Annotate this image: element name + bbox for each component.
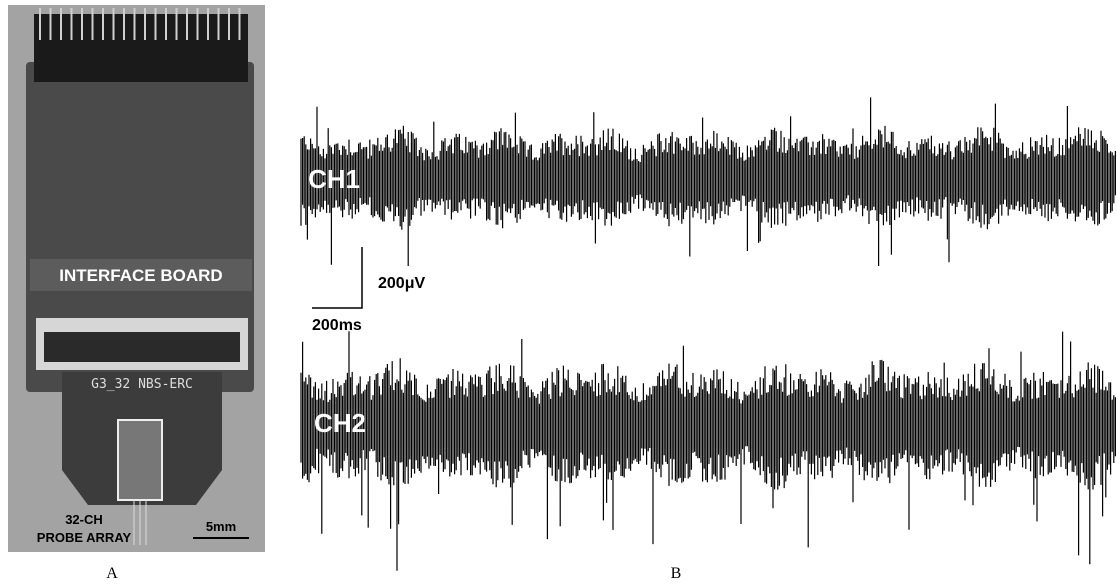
channel-label: CH1: [308, 164, 360, 194]
scale-label: 200μV: [378, 275, 425, 292]
scale-label: 200ms: [312, 317, 362, 334]
chip-text: G3_32 NBS-ERC: [91, 377, 193, 392]
caption: A: [106, 565, 118, 582]
probe-text: PROBE ARRAY: [37, 530, 132, 545]
figure: INTERFACE BOARD G3_32 NBS-ERC 32-CH PROB…: [0, 0, 1117, 584]
photo: INTERFACE BOARD G3_32 NBS-ERC 32-CH PROB…: [8, 5, 265, 552]
board-label: INTERFACE BOARD: [59, 266, 222, 285]
caption: B: [671, 565, 682, 582]
trace: [301, 97, 1115, 266]
scale-bar: [312, 247, 362, 308]
connector-slot: [44, 332, 240, 362]
probe-text: 32-CH: [65, 512, 103, 527]
trace: [301, 331, 1115, 571]
scale-label: 5mm: [206, 519, 236, 534]
pin-header: [34, 14, 248, 82]
channel-label: CH2: [314, 408, 366, 438]
probe-array: [118, 420, 162, 500]
